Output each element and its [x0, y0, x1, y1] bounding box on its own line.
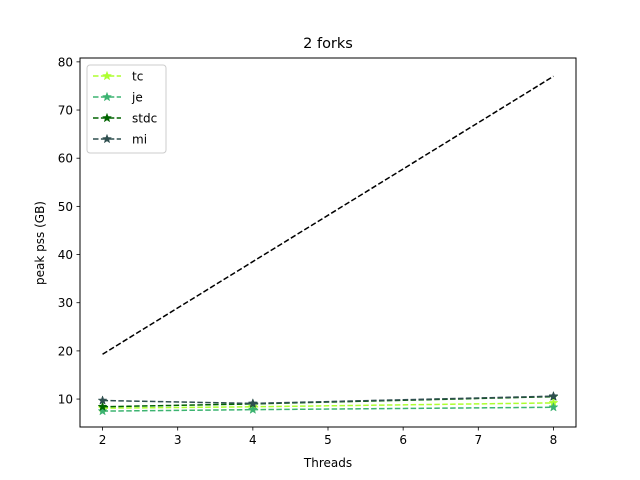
series-line-reference: [102, 75, 554, 355]
legend-label-tc: tc: [132, 70, 143, 84]
data-point-mi-1: [247, 398, 258, 408]
data-point-je-0: [97, 405, 108, 416]
legend: tc je stdc mi: [86, 64, 167, 154]
data-point-mi-0: [97, 395, 108, 405]
legend-label-je: je: [131, 91, 143, 105]
x-axis-label: Threads: [303, 456, 352, 470]
x-tick-label: 8: [550, 433, 558, 447]
y-tick-label: 60: [58, 152, 73, 166]
data-point-stdc-0: [97, 401, 108, 412]
plot-area: [97, 75, 559, 416]
y-tick-label: 40: [58, 248, 73, 262]
data-point-mi-2: [548, 390, 559, 401]
x-tick-label: 4: [249, 433, 257, 447]
legend-marker-tc: [101, 70, 113, 81]
y-tick-label: 70: [58, 104, 73, 118]
axes: 2 3 4 5 6 7 8 10 20 30 40 50 60 70 80: [58, 55, 577, 447]
y-tick-label: 50: [58, 200, 73, 214]
chart-title: 2 forks: [303, 36, 353, 52]
legend-box: [86, 64, 167, 154]
x-tick-label: 5: [324, 433, 332, 447]
y-tick-label: 20: [58, 344, 73, 358]
legend-marker-je: [101, 91, 113, 102]
legend-marker-stdc: [101, 112, 113, 123]
x-tick-label: 7: [474, 433, 482, 447]
y-tick-label: 30: [58, 296, 73, 310]
legend-label-mi: mi: [132, 133, 147, 147]
y-tick-label: 80: [58, 55, 73, 69]
legend-label-stdc: stdc: [132, 112, 157, 126]
y-tick-label: 10: [58, 393, 73, 407]
legend-marker-mi: [101, 133, 113, 144]
x-tick-label: 2: [99, 433, 107, 447]
x-tick-label: 3: [174, 433, 182, 447]
x-tick-label: 6: [399, 433, 407, 447]
data-point-je-2: [548, 401, 559, 412]
data-point-je-1: [247, 404, 258, 414]
y-axis-label: peak pss (GB): [33, 201, 47, 285]
